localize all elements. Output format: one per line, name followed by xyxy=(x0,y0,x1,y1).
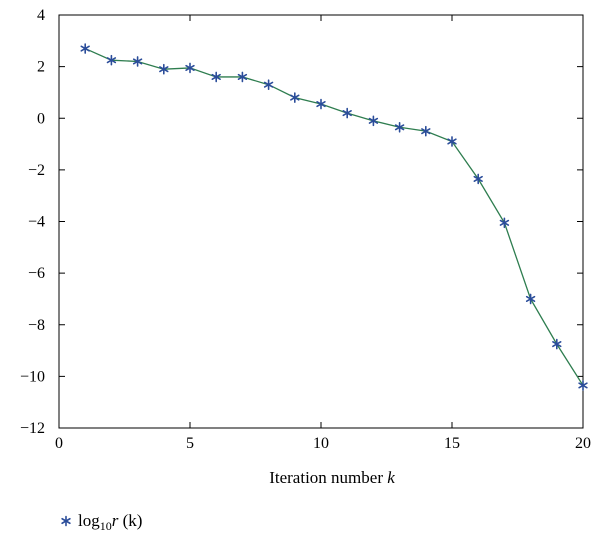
legend-log: log xyxy=(78,511,100,530)
y-tick-label: −6 xyxy=(28,265,45,282)
x-axis-label-prefix: Iteration number xyxy=(269,468,387,487)
asterisk-stroke xyxy=(473,175,483,182)
asterisk-stroke xyxy=(368,117,379,124)
asterisk-stroke xyxy=(316,101,326,108)
asterisk-stroke xyxy=(237,73,248,80)
y-tick-label: −8 xyxy=(28,317,45,334)
data-point xyxy=(342,107,352,119)
legend-marker-icon xyxy=(61,515,71,527)
asterisk-stroke xyxy=(552,341,562,348)
y-tick-label: 0 xyxy=(37,110,45,127)
series-line xyxy=(84,47,584,386)
x-axis-label: Iteration number k xyxy=(269,468,395,487)
data-point xyxy=(316,98,326,110)
axis-ticks xyxy=(58,14,584,429)
asterisk-stroke xyxy=(447,138,457,145)
legend-label: log10r (k) xyxy=(78,511,142,533)
data-point xyxy=(552,338,562,350)
data-point xyxy=(473,173,483,185)
asterisk-stroke xyxy=(263,81,274,88)
asterisk-stroke xyxy=(106,57,117,64)
data-point xyxy=(290,92,300,103)
y-tick-label: −12 xyxy=(20,420,45,437)
y-tick-label: 2 xyxy=(37,59,45,76)
y-tick-label: −4 xyxy=(28,214,45,231)
asterisk-stroke xyxy=(132,58,143,65)
data-point xyxy=(447,136,457,147)
asterisk-stroke xyxy=(394,124,405,131)
asterisk-stroke xyxy=(421,128,431,135)
data-point xyxy=(159,63,169,75)
x-tick-label: 10 xyxy=(313,435,329,452)
legend-subscript: 10 xyxy=(100,519,112,533)
data-point xyxy=(80,43,90,54)
x-tick-label: 5 xyxy=(186,435,194,452)
legend-variable: r xyxy=(112,511,119,530)
asterisk-stroke xyxy=(342,110,352,117)
x-tick-labels: 0 5 10 15 20 xyxy=(55,435,591,452)
series-group xyxy=(80,43,588,391)
asterisk-stroke xyxy=(578,382,588,389)
data-point xyxy=(211,71,221,83)
asterisk-stroke xyxy=(290,94,300,101)
asterisk-stroke xyxy=(499,219,510,226)
data-point xyxy=(525,293,536,305)
y-tick-label: 4 xyxy=(37,7,45,24)
data-point xyxy=(499,217,510,229)
data-point xyxy=(263,79,274,90)
data-point xyxy=(421,125,431,137)
legend-asterisk xyxy=(61,515,71,527)
asterisk-stroke xyxy=(159,66,169,73)
data-point xyxy=(185,62,195,74)
data-point xyxy=(578,380,588,391)
y-tick-label: −2 xyxy=(28,162,45,179)
x-axis-label-variable: k xyxy=(387,468,395,487)
data-point xyxy=(237,71,248,83)
data-point xyxy=(394,121,405,133)
asterisk-stroke xyxy=(185,64,195,71)
asterisk-stroke xyxy=(61,517,71,525)
data-point xyxy=(106,54,117,66)
legend-argument: (k) xyxy=(118,511,142,530)
data-point xyxy=(368,115,379,127)
legend: log10r (k) xyxy=(61,511,142,533)
data-point xyxy=(132,56,143,67)
x-tick-label: 15 xyxy=(444,435,460,452)
y-tick-label: −10 xyxy=(20,368,45,385)
asterisk-stroke xyxy=(525,295,536,302)
x-tick-label: 0 xyxy=(55,435,63,452)
y-tick-labels: 4 2 0 −2 −4 −6 −8 −10 −12 xyxy=(20,7,45,437)
x-tick-label: 20 xyxy=(575,435,591,452)
asterisk-stroke xyxy=(80,45,90,52)
asterisk-stroke xyxy=(211,73,221,80)
